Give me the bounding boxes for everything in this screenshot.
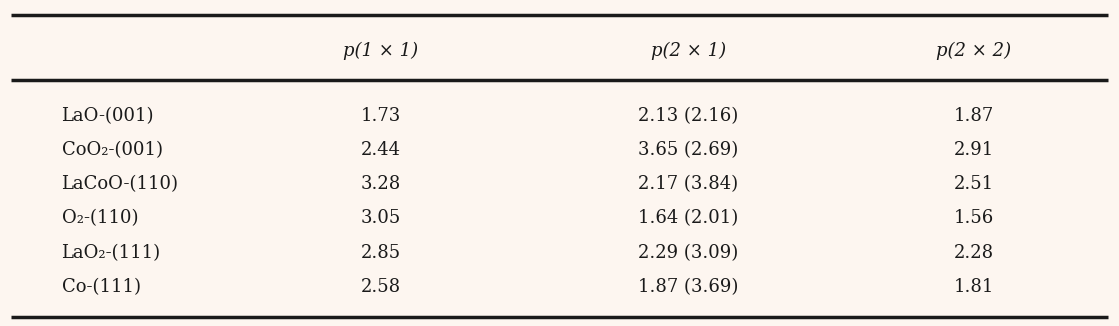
Text: 1.87 (3.69): 1.87 (3.69)	[638, 278, 739, 296]
Text: Co-(111): Co-(111)	[62, 278, 141, 296]
Text: 2.51: 2.51	[953, 175, 994, 193]
Text: 1.73: 1.73	[360, 107, 401, 125]
Text: 2.17 (3.84): 2.17 (3.84)	[638, 175, 739, 193]
Text: p(1 × 1): p(1 × 1)	[342, 41, 419, 60]
Text: 2.58: 2.58	[360, 278, 401, 296]
Text: 2.29 (3.09): 2.29 (3.09)	[638, 244, 739, 262]
Text: LaCoO-(110): LaCoO-(110)	[62, 175, 179, 193]
Text: CoO₂-(001): CoO₂-(001)	[62, 141, 162, 159]
Text: 2.44: 2.44	[360, 141, 401, 159]
Text: 1.64 (2.01): 1.64 (2.01)	[638, 209, 739, 228]
Text: LaO-(001): LaO-(001)	[62, 107, 154, 125]
Text: 1.87: 1.87	[953, 107, 994, 125]
Text: LaO₂-(111): LaO₂-(111)	[62, 244, 161, 262]
Text: 2.13 (2.16): 2.13 (2.16)	[638, 107, 739, 125]
Text: O₂-(110): O₂-(110)	[62, 209, 138, 228]
Text: p(2 × 1): p(2 × 1)	[650, 41, 726, 60]
Text: 3.05: 3.05	[360, 209, 401, 228]
Text: p(2 × 2): p(2 × 2)	[935, 41, 1012, 60]
Text: 3.28: 3.28	[360, 175, 401, 193]
Text: 1.56: 1.56	[953, 209, 994, 228]
Text: 2.28: 2.28	[953, 244, 994, 262]
Text: 2.85: 2.85	[360, 244, 401, 262]
Text: 1.81: 1.81	[953, 278, 994, 296]
Text: 3.65 (2.69): 3.65 (2.69)	[638, 141, 739, 159]
Text: 2.91: 2.91	[953, 141, 994, 159]
